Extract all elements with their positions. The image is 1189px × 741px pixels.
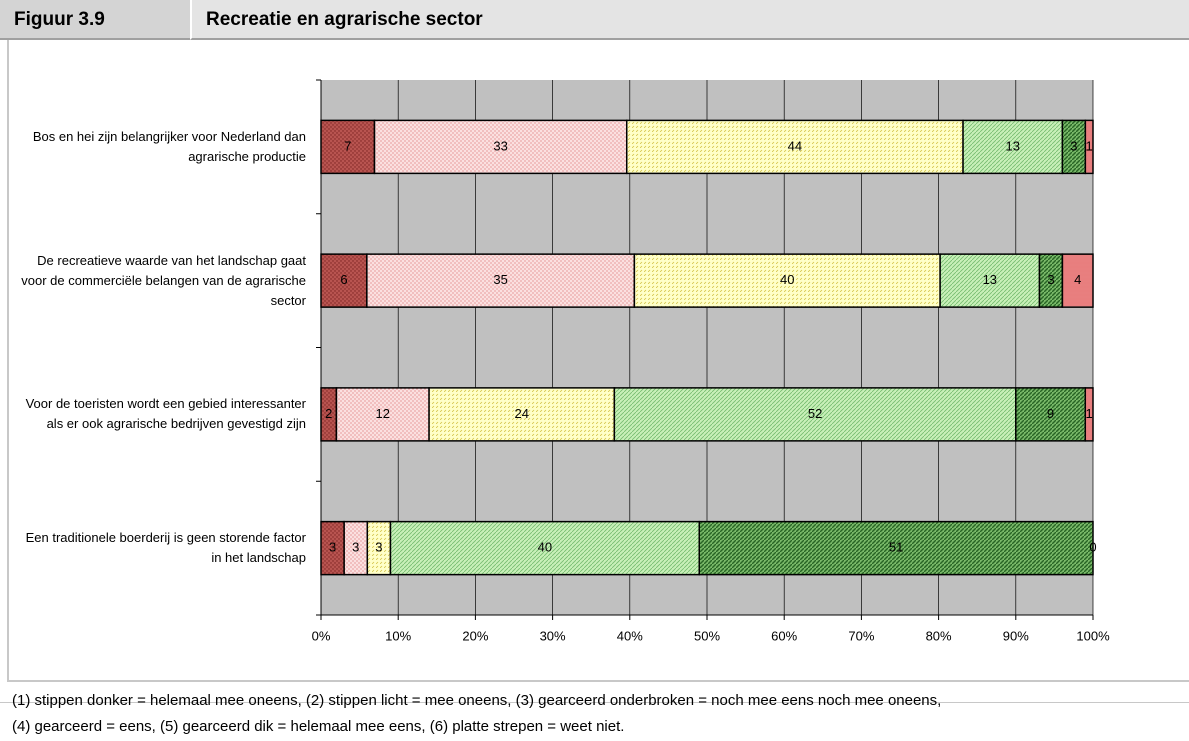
chart-frame <box>7 40 1189 682</box>
y-tick-label: De recreatieve waarde van het landschap … <box>21 252 306 308</box>
data-label: 6 <box>340 272 347 287</box>
bar-segment <box>633 253 941 308</box>
data-label: 3 <box>329 540 336 555</box>
bar-segment <box>698 520 1094 576</box>
bar-segment <box>373 119 628 175</box>
bar-segment <box>389 520 701 576</box>
bar-segment <box>625 119 964 175</box>
data-label: 35 <box>493 272 507 287</box>
data-label: 51 <box>889 540 903 555</box>
y-tick-label: Voor de toeristen wordt een gebied inter… <box>25 396 306 432</box>
data-label: 40 <box>780 272 794 287</box>
footnote-line: (1) stippen donker = helemaal mee oneens… <box>12 692 942 709</box>
bar-segment <box>1084 119 1094 175</box>
bar-segment <box>1084 387 1094 442</box>
y-tick-label: Een traditionele boerderij is geen store… <box>25 530 306 566</box>
data-label: 4 <box>1074 272 1081 287</box>
data-label: 1 <box>1086 138 1093 153</box>
data-label: 44 <box>788 138 802 153</box>
footnote-line: (4) gearceerd = eens, (5) gearceerd dik … <box>12 718 625 735</box>
bar-segment <box>335 387 430 442</box>
bar-segment <box>962 119 1064 175</box>
x-tick-label: 100% <box>1076 628 1110 643</box>
bar-segment <box>320 253 368 308</box>
data-label: 2 <box>325 406 332 421</box>
data-label: 3 <box>1070 138 1077 153</box>
bar-segment <box>939 253 1041 308</box>
figure-title: Recreatie en agrarische sector <box>190 0 1189 40</box>
data-label: 13 <box>1006 138 1020 153</box>
figure-number: Figuur 3.9 <box>0 0 190 40</box>
data-label: 12 <box>376 406 390 421</box>
bar-segment <box>1015 387 1087 442</box>
data-label: 3 <box>352 540 359 555</box>
data-label: 1 <box>1086 406 1093 421</box>
data-label: 7 <box>344 138 351 153</box>
bar-segment <box>1061 253 1094 308</box>
x-tick-label: 20% <box>462 628 488 643</box>
separator <box>0 702 1189 703</box>
data-label: 24 <box>514 406 528 421</box>
y-tick-label: Bos en hei zijn belangrijker voor Nederl… <box>32 128 306 164</box>
x-tick-label: 70% <box>848 628 874 643</box>
bar-segment <box>320 119 376 175</box>
x-tick-label: 30% <box>540 628 566 643</box>
x-tick-label: 90% <box>1003 628 1029 643</box>
x-tick-label: 10% <box>385 628 411 643</box>
x-tick-label: 80% <box>926 628 952 643</box>
x-tick-label: 40% <box>617 628 643 643</box>
data-label: 3 <box>375 540 382 555</box>
data-label: 0 <box>1089 540 1096 555</box>
x-tick-label: 60% <box>771 628 797 643</box>
x-tick-label: 0% <box>312 628 331 643</box>
data-label: 52 <box>808 406 822 421</box>
data-label: 3 <box>1047 272 1054 287</box>
bar-segment <box>613 387 1017 442</box>
data-label: 9 <box>1047 406 1054 421</box>
x-tick-label: 50% <box>694 628 720 643</box>
data-label: 33 <box>493 138 507 153</box>
bar-segment <box>366 253 636 308</box>
data-label: 40 <box>538 540 552 555</box>
data-label: 13 <box>983 272 997 287</box>
